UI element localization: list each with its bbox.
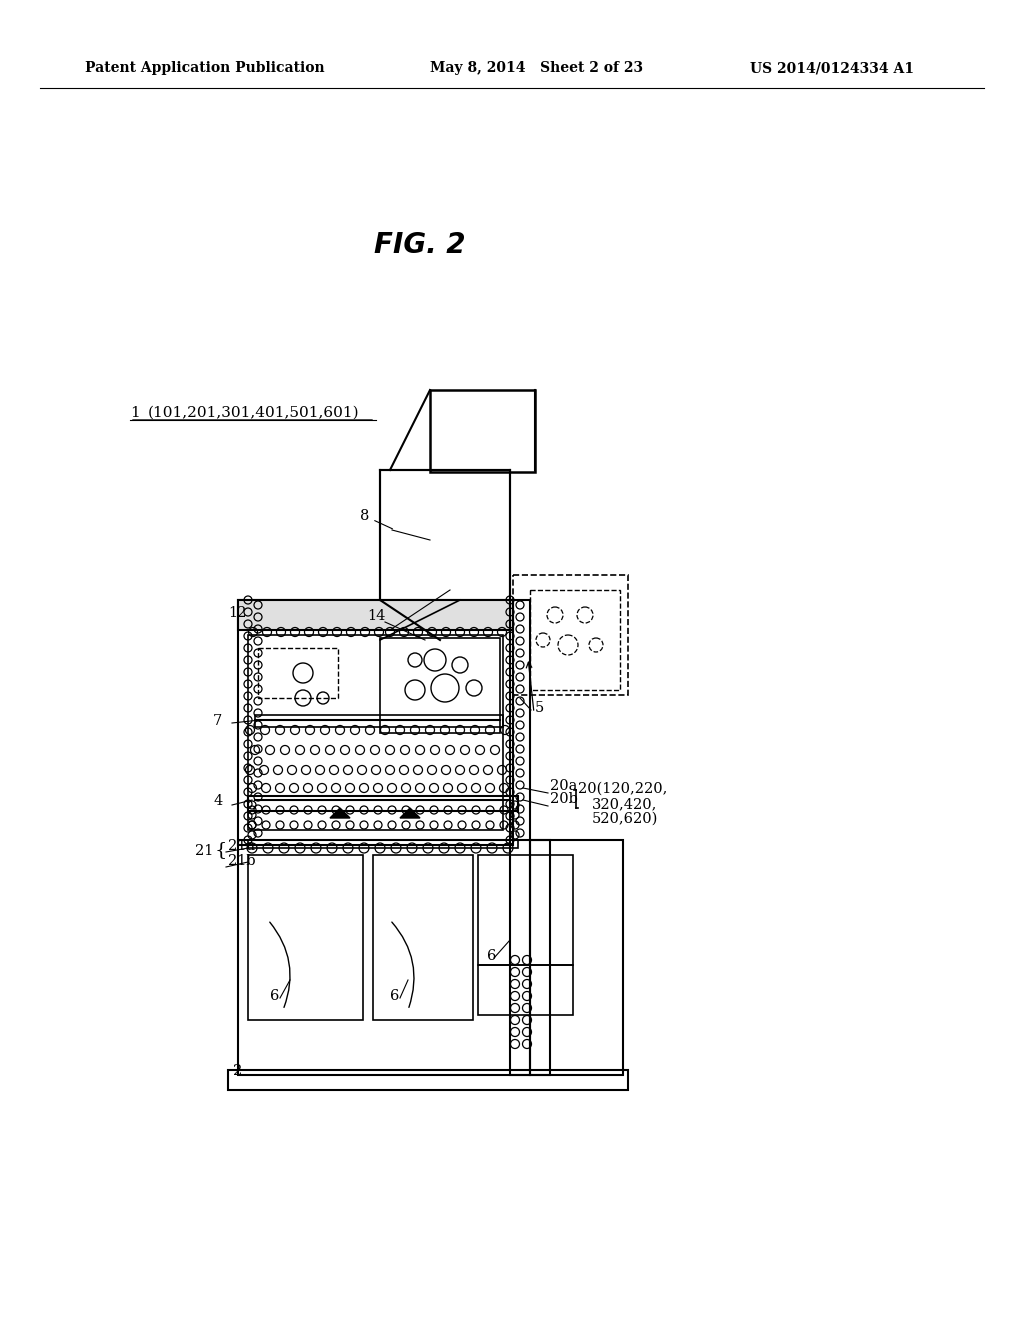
Bar — [238, 601, 513, 845]
Text: FIG. 2: FIG. 2 — [374, 231, 466, 259]
Bar — [478, 965, 573, 1015]
Bar — [238, 601, 513, 630]
Text: 14: 14 — [367, 609, 385, 623]
Text: US 2014/0124334 A1: US 2014/0124334 A1 — [750, 61, 914, 75]
Text: 21: 21 — [195, 843, 213, 858]
Bar — [530, 590, 620, 690]
Polygon shape — [330, 808, 350, 818]
Text: 20b: 20b — [550, 792, 578, 807]
Bar — [373, 855, 473, 1020]
Text: 1: 1 — [130, 407, 139, 420]
Bar — [248, 840, 518, 847]
Text: 4: 4 — [213, 795, 222, 808]
Bar — [248, 796, 518, 810]
Bar — [513, 576, 628, 696]
Text: {: { — [215, 841, 227, 859]
Text: (101,201,301,401,501,601): (101,201,301,401,501,601) — [148, 407, 359, 420]
Text: 21b: 21b — [228, 854, 256, 869]
Bar — [510, 601, 530, 1074]
Text: 2: 2 — [233, 1064, 243, 1078]
Text: Patent Application Publication: Patent Application Publication — [85, 61, 325, 75]
Text: 20a: 20a — [550, 779, 578, 793]
Bar — [228, 1071, 628, 1090]
Text: 6: 6 — [487, 949, 497, 964]
Bar — [530, 840, 550, 1074]
Text: 5: 5 — [535, 701, 544, 715]
Text: 6: 6 — [270, 989, 280, 1003]
Text: 21a: 21a — [228, 840, 255, 853]
Bar — [238, 840, 623, 1074]
Text: 320,420,: 320,420, — [592, 797, 657, 810]
Bar — [248, 855, 362, 1020]
Bar — [248, 635, 503, 830]
Text: 12: 12 — [228, 606, 247, 620]
Text: 20(120,220,: 20(120,220, — [578, 781, 668, 796]
Text: 8: 8 — [360, 510, 392, 529]
Bar — [380, 470, 510, 605]
Bar — [255, 715, 503, 727]
Bar — [258, 648, 338, 698]
Bar — [430, 389, 535, 473]
Text: 520,620): 520,620) — [592, 812, 658, 826]
Bar — [478, 855, 573, 965]
Polygon shape — [400, 808, 420, 818]
Bar — [380, 638, 500, 733]
Text: 7: 7 — [213, 714, 222, 729]
Text: 6: 6 — [390, 989, 399, 1003]
Text: May 8, 2014   Sheet 2 of 23: May 8, 2014 Sheet 2 of 23 — [430, 61, 643, 75]
